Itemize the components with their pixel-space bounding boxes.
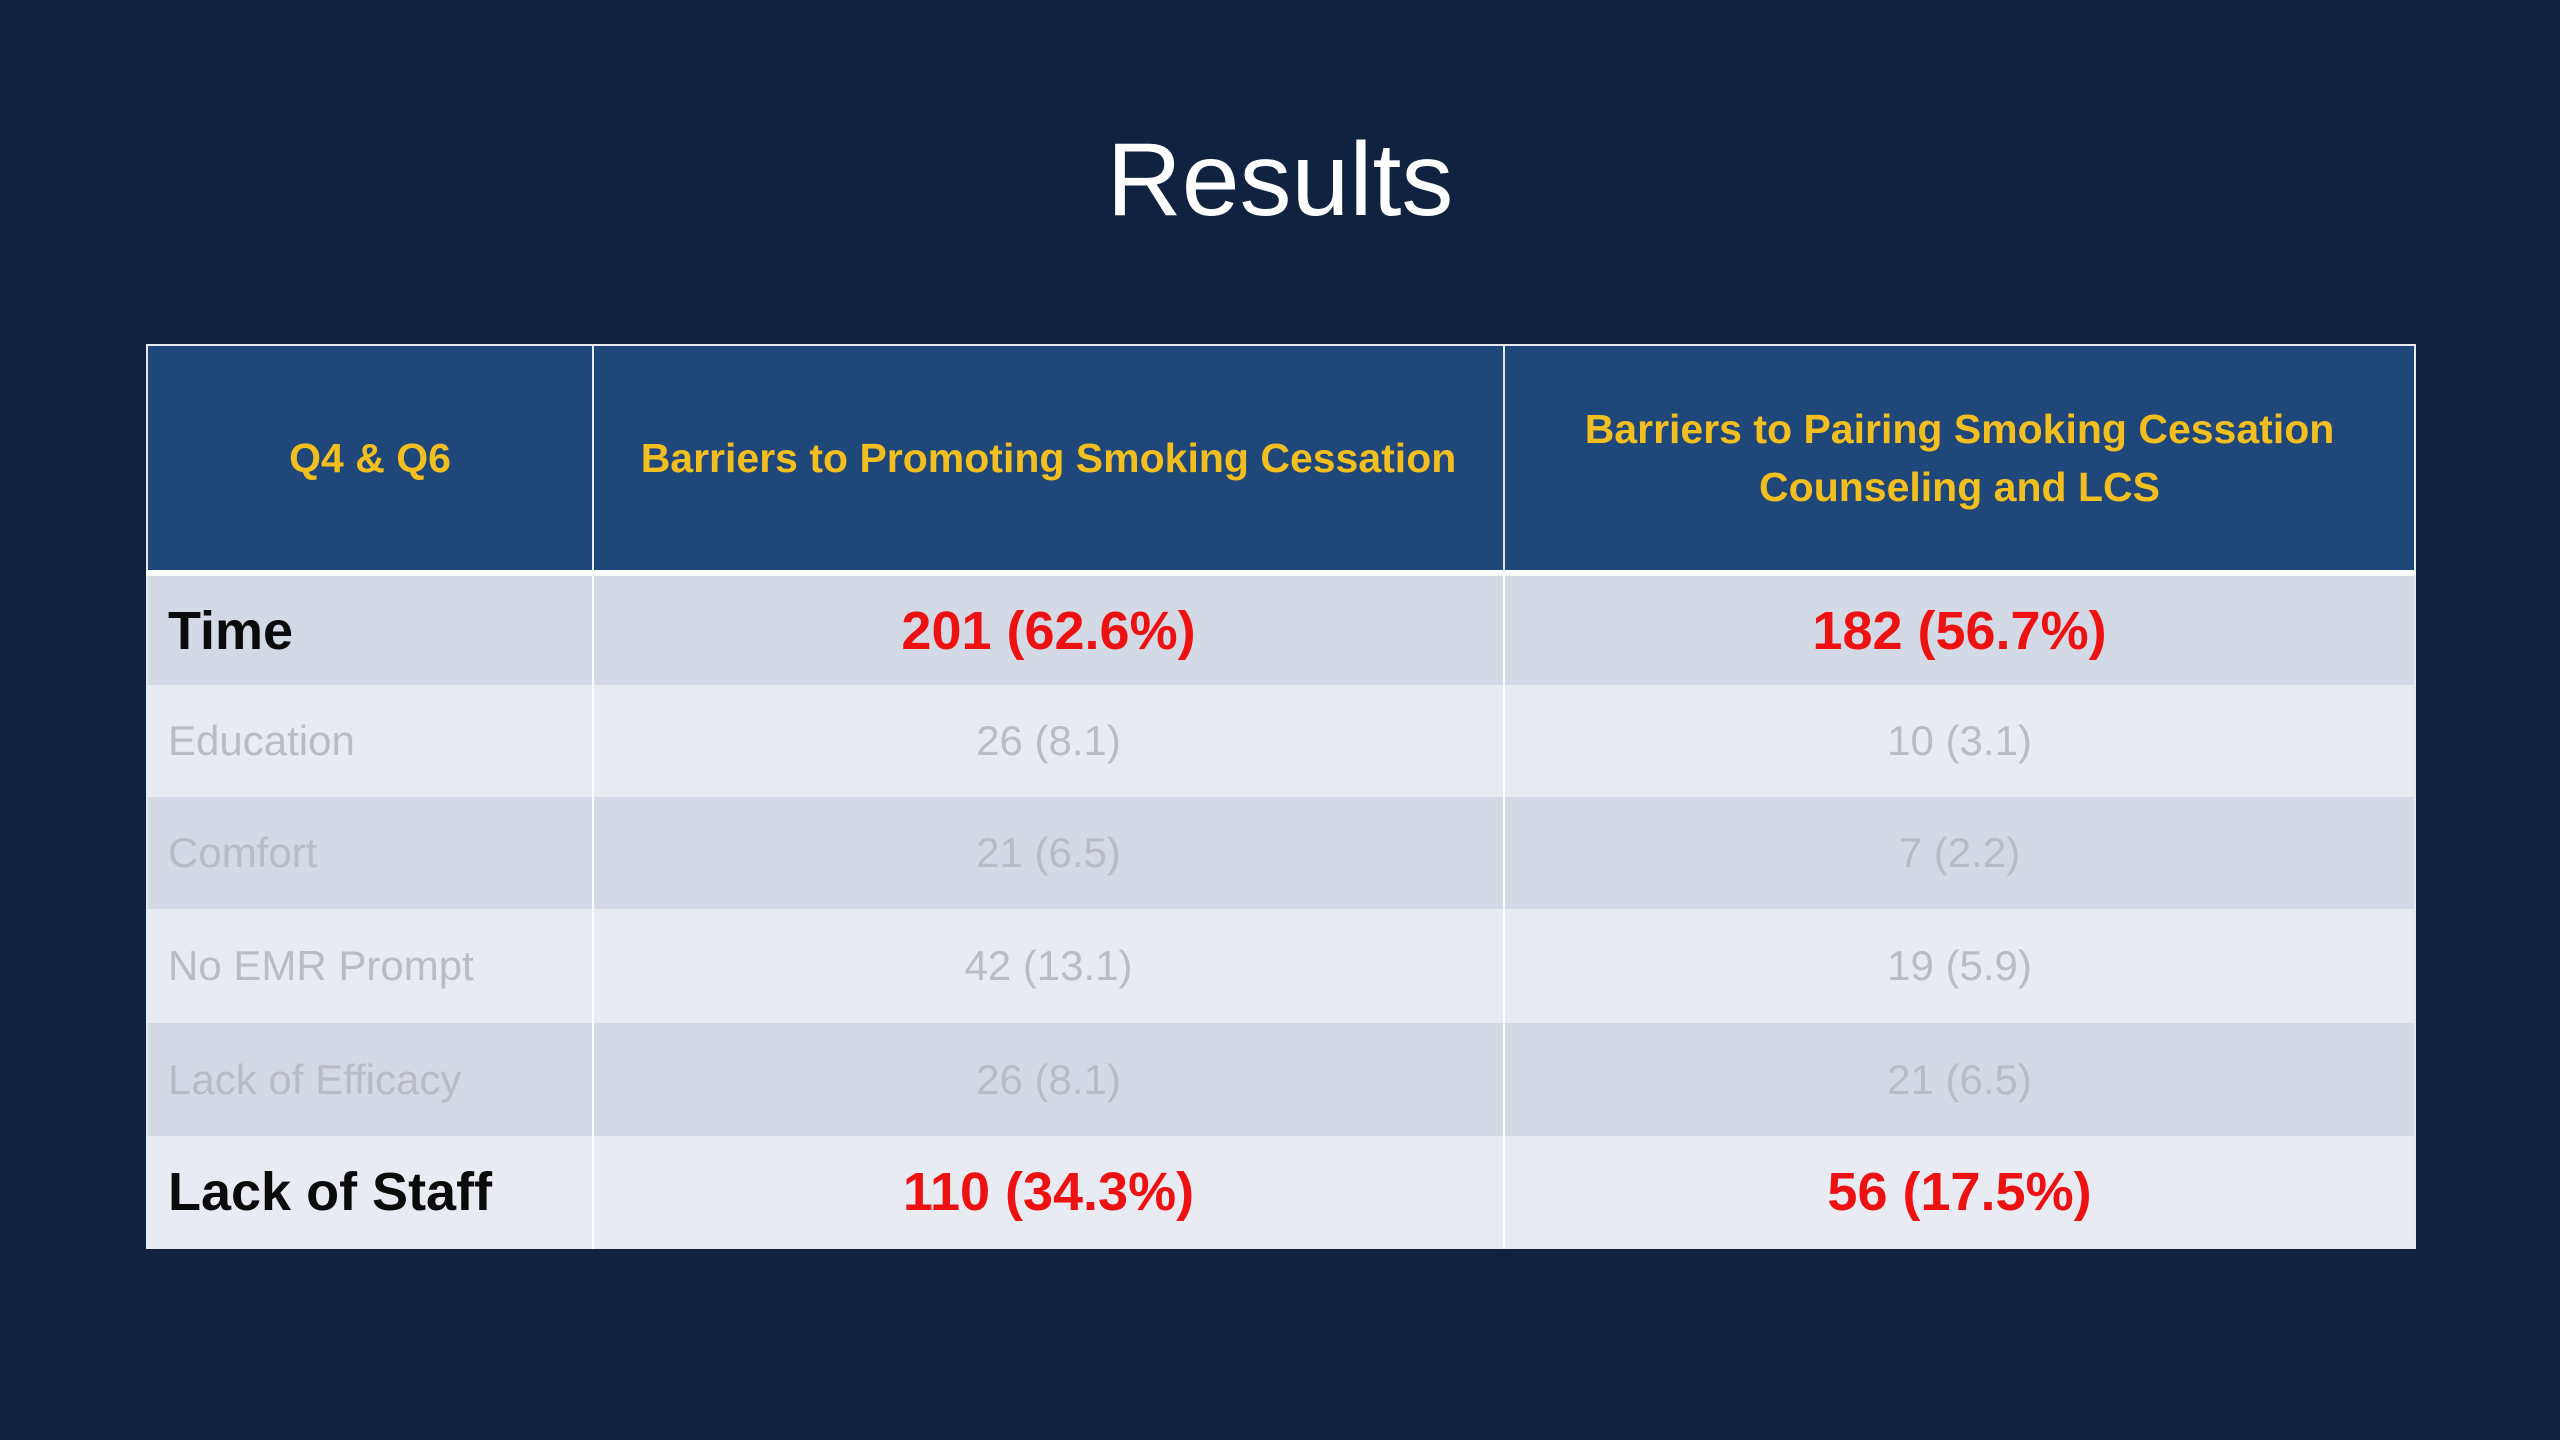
pairing-value: 182 (56.7%)	[1504, 573, 2415, 685]
table-row: Education 26 (8.1) 10 (3.1)	[147, 685, 2415, 797]
row-label: Lack of Staff	[147, 1136, 594, 1248]
slide-title: Results	[1106, 122, 1454, 238]
table-row: Lack of Staff 110 (34.3%) 56 (17.5%)	[147, 1136, 2415, 1248]
pairing-value: 10 (3.1)	[1504, 685, 2415, 797]
table-row: Time 201 (62.6%) 182 (56.7%)	[147, 573, 2415, 685]
promoting-value: 26 (8.1)	[593, 1023, 1505, 1136]
table-header-row: Q4 & Q6 Barriers to Promoting Smoking Ce…	[147, 345, 2415, 576]
pairing-value: 56 (17.5%)	[1504, 1136, 2415, 1248]
table-row: No EMR Prompt 42 (13.1) 19 (5.9)	[147, 909, 2415, 1023]
row-label: Time	[147, 573, 594, 685]
promoting-value: 42 (13.1)	[593, 909, 1505, 1023]
promoting-value: 21 (6.5)	[593, 797, 1505, 909]
header-promoting-barriers: Barriers to Promoting Smoking Cessation	[593, 345, 1505, 576]
promoting-value: 201 (62.6%)	[593, 573, 1505, 685]
row-label: No EMR Prompt	[147, 909, 594, 1023]
results-table: Q4 & Q6 Barriers to Promoting Smoking Ce…	[146, 344, 2416, 1249]
pairing-value: 7 (2.2)	[1504, 797, 2415, 909]
pairing-value: 21 (6.5)	[1504, 1023, 2415, 1136]
pairing-value: 19 (5.9)	[1504, 909, 2415, 1023]
header-pairing-barriers: Barriers to Pairing Smoking Cessation Co…	[1504, 345, 2415, 576]
table-row: Lack of Efficacy 26 (8.1) 21 (6.5)	[147, 1023, 2415, 1136]
promoting-value: 110 (34.3%)	[593, 1136, 1505, 1248]
row-label: Lack of Efficacy	[147, 1023, 594, 1136]
promoting-value: 26 (8.1)	[593, 685, 1505, 797]
row-label: Education	[147, 685, 594, 797]
row-label: Comfort	[147, 797, 594, 909]
header-question: Q4 & Q6	[147, 345, 594, 576]
table-row: Comfort 21 (6.5) 7 (2.2)	[147, 797, 2415, 909]
